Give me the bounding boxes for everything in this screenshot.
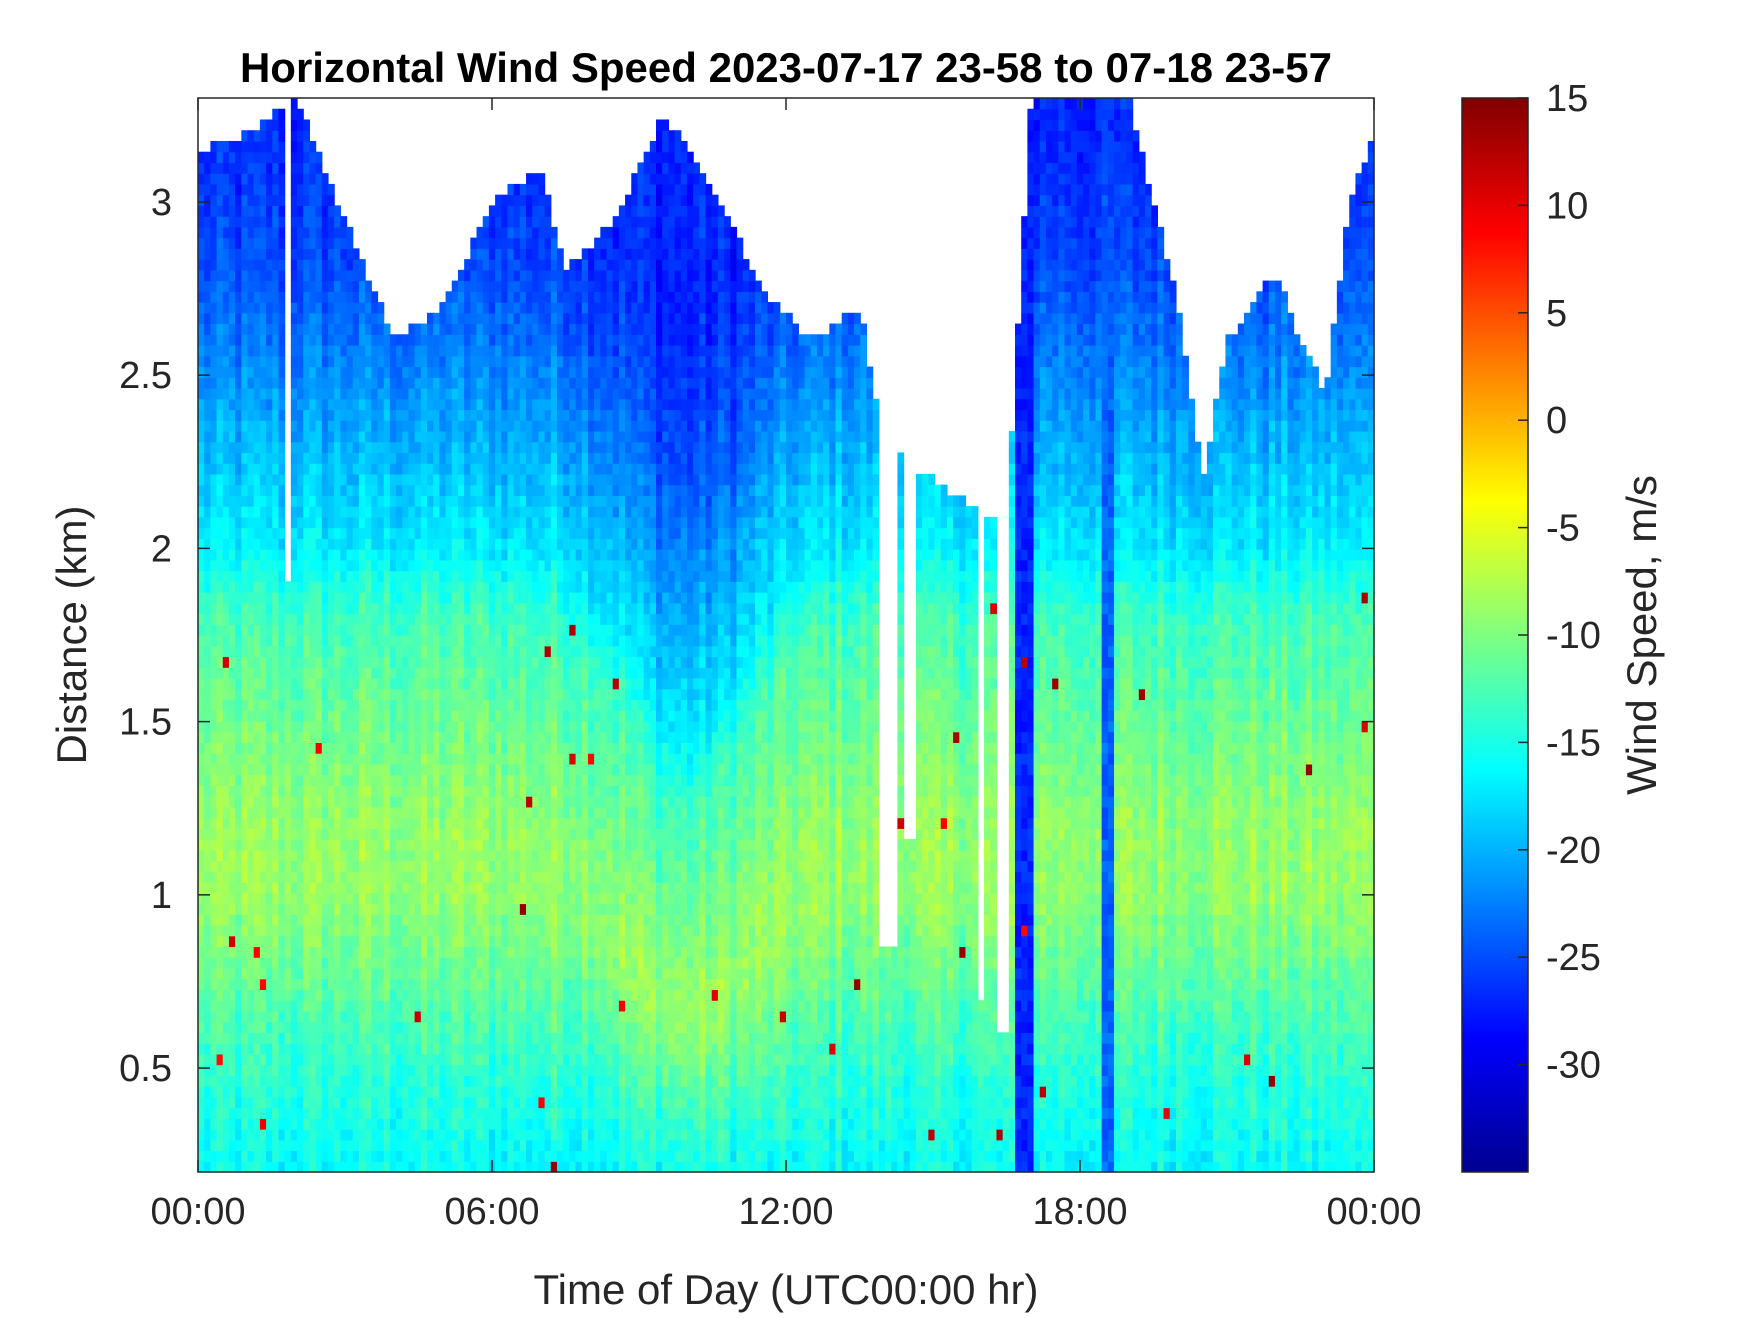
colorbar-label: Wind Speed, m/s	[1618, 475, 1665, 795]
colorbar-tick-label: -30	[1546, 1045, 1601, 1087]
colorbar-tick-label: -20	[1546, 830, 1601, 872]
colorbar-tick-label: -5	[1546, 508, 1580, 550]
y-tick-label: 3	[151, 182, 172, 224]
y-axis-label: Distance (km)	[48, 505, 95, 764]
colorbar-tick-label: -10	[1546, 615, 1601, 657]
colorbar-tick-label: 15	[1546, 78, 1588, 120]
colorbar-tick-label: -25	[1546, 937, 1601, 979]
x-tick-label: 00:00	[1326, 1191, 1421, 1233]
x-axis-label: Time of Day (UTC00:00 hr)	[534, 1266, 1039, 1313]
x-tick-label: 18:00	[1032, 1191, 1127, 1233]
y-tick-label: 0.5	[119, 1048, 172, 1090]
y-tick-label: 2.5	[119, 355, 172, 397]
x-tick-label: 00:00	[150, 1191, 245, 1233]
heatmap	[198, 98, 1375, 1173]
colorbar-tick-label: 0	[1546, 400, 1567, 442]
y-tick-label: 2	[151, 528, 172, 570]
x-tick-label: 12:00	[738, 1191, 833, 1233]
colorbar-tick-label: 5	[1546, 293, 1567, 335]
colorbar-ticks: 15 10 5 0 -5 -10 -15 -20 -25 -30	[1518, 78, 1601, 1087]
colorbar-tick-label: 10	[1546, 185, 1588, 227]
chart-title: Horizontal Wind Speed 2023-07-17 23-58 t…	[240, 44, 1332, 91]
x-tick-label: 06:00	[444, 1191, 539, 1233]
y-tick-label: 1	[151, 875, 172, 917]
colorbar-tick-label: -15	[1546, 722, 1601, 764]
y-tick-label: 1.5	[119, 702, 172, 744]
